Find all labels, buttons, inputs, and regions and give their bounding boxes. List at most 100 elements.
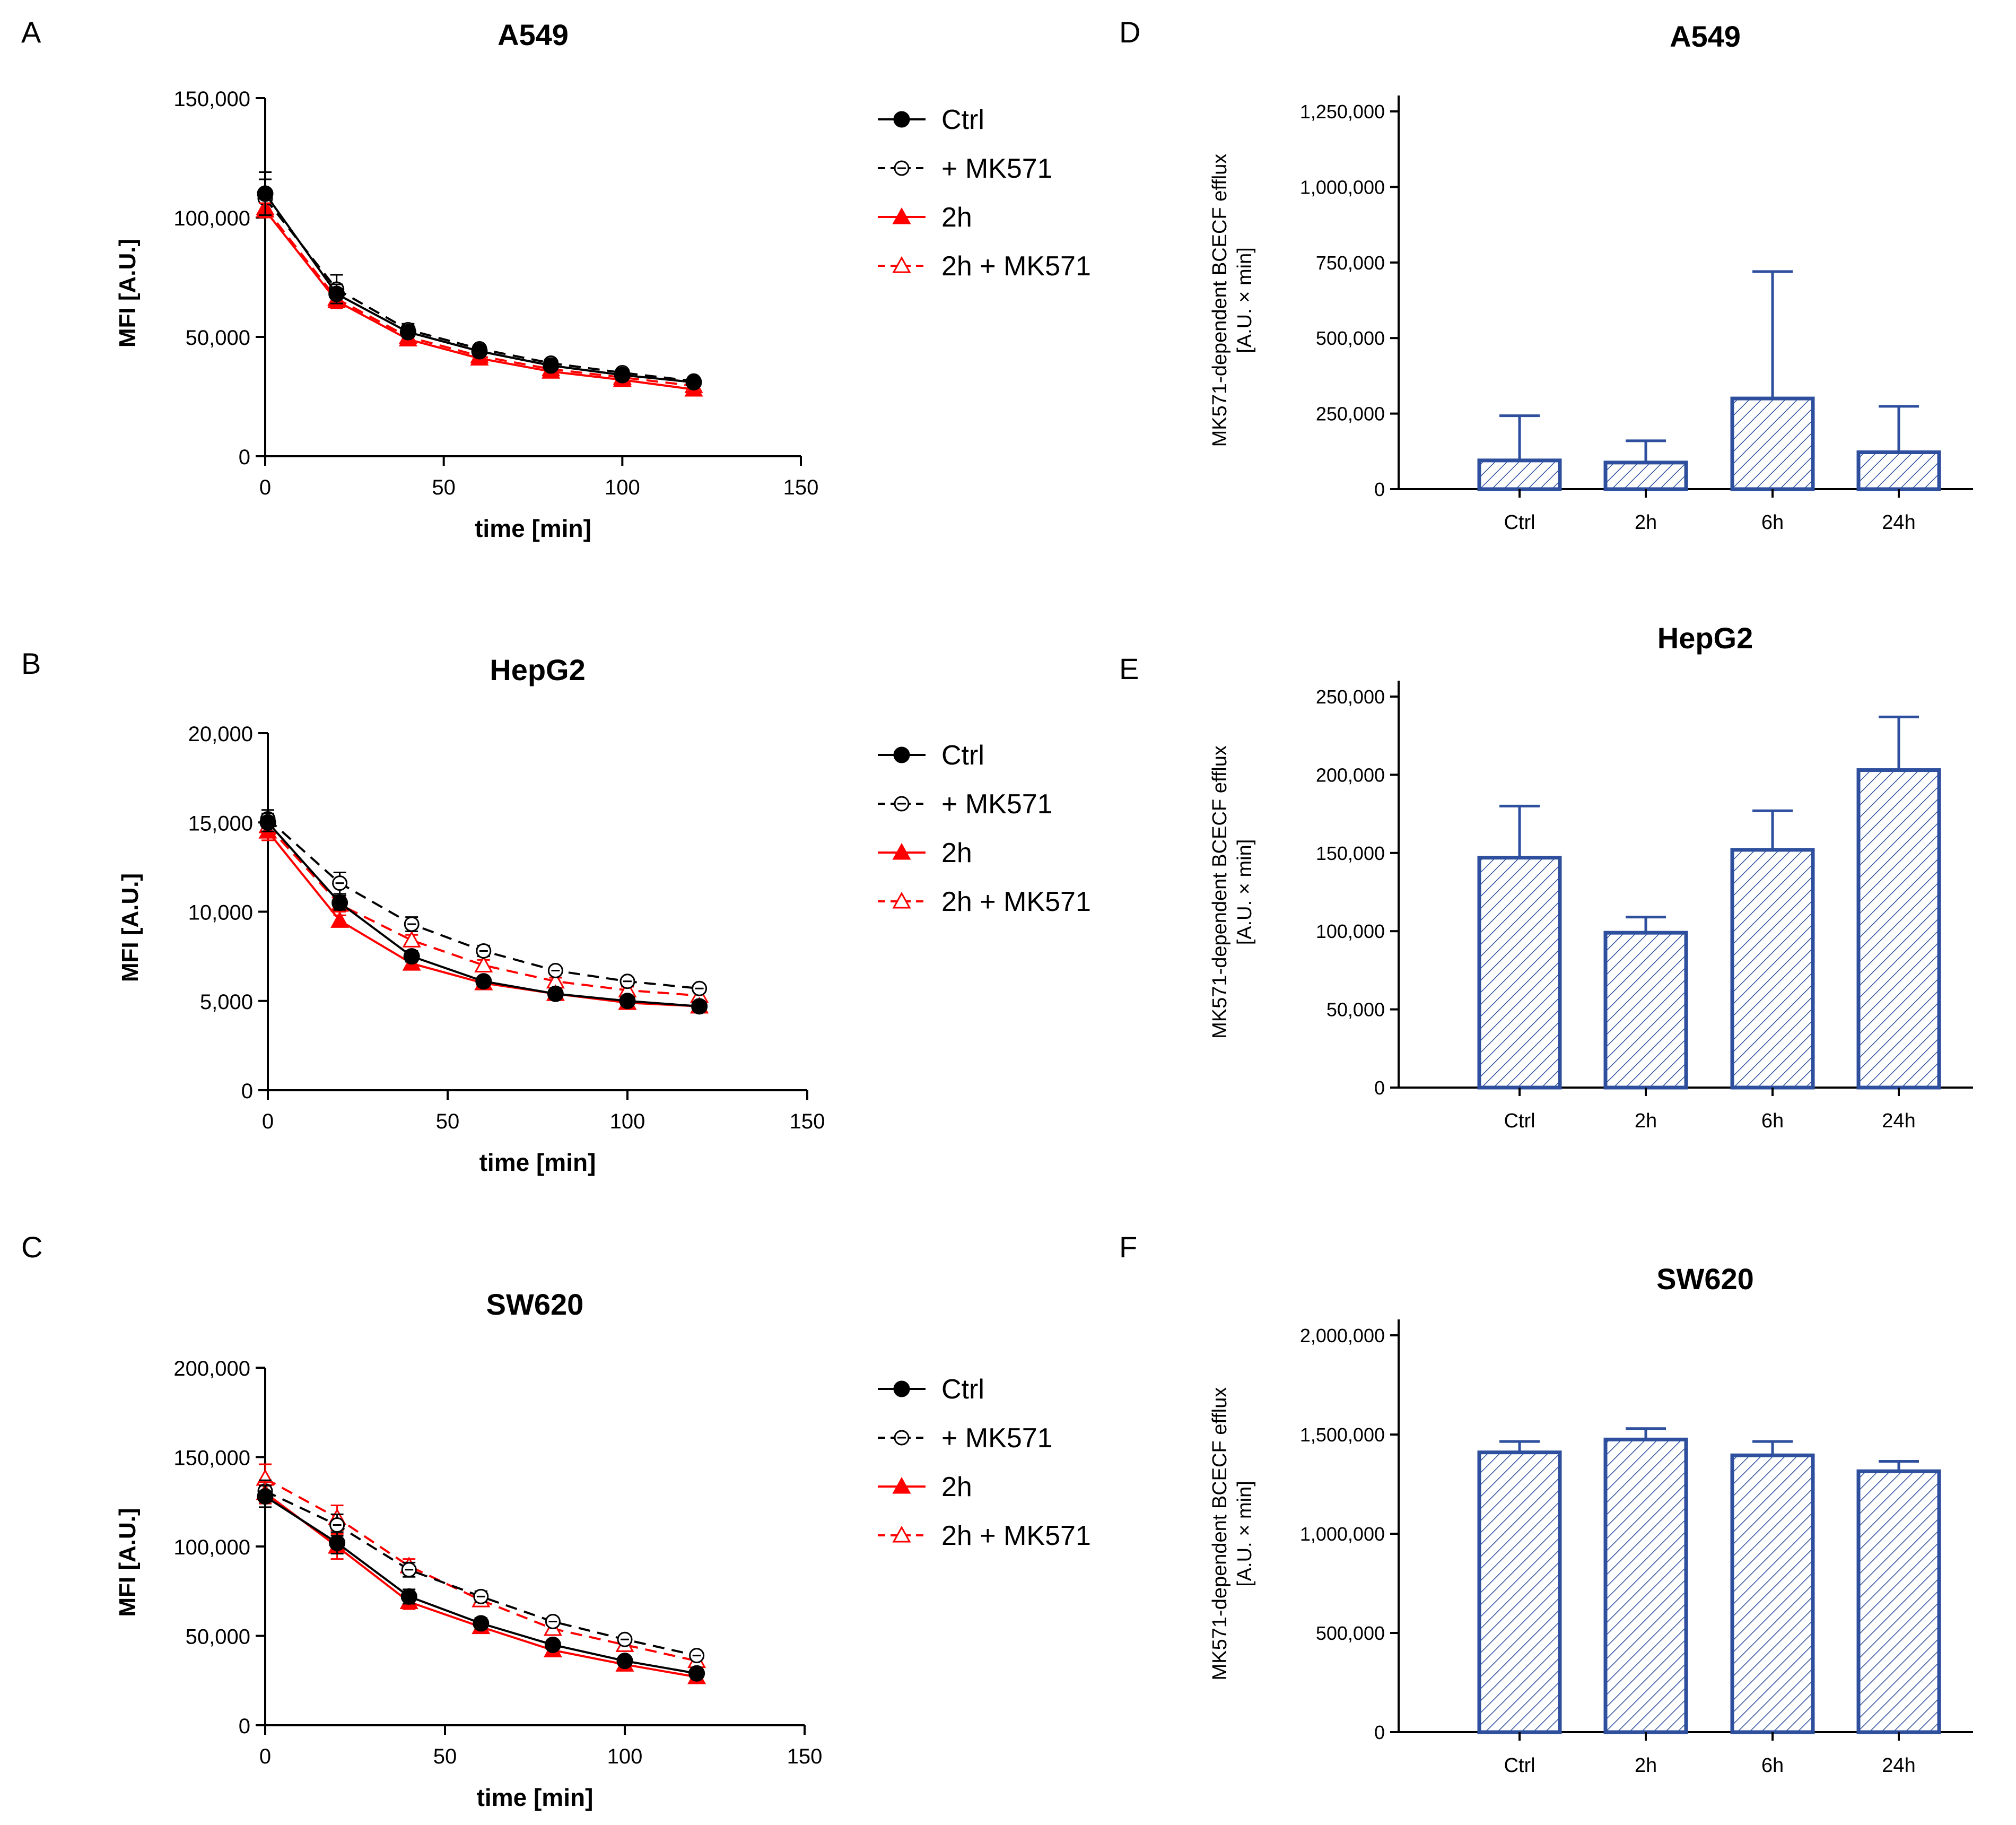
bar-6h	[1730, 1440, 1815, 1734]
bar-rect	[1603, 1437, 1688, 1734]
legend-marker	[892, 207, 911, 224]
y-axis-label: MK571-dependent BCECF efflux	[1209, 745, 1231, 1039]
legend-label: Ctrl	[941, 105, 984, 135]
bar-24h	[1856, 1459, 1941, 1734]
legend-marker	[892, 842, 911, 860]
data-point	[404, 916, 420, 932]
legend-item-2h: 2h	[878, 838, 972, 868]
legend: Ctrl + MK571 2h 2h + MK571	[878, 740, 1091, 917]
data-point	[402, 931, 421, 948]
data-point	[471, 343, 488, 360]
legend-item-ctrl: Ctrl	[878, 1374, 984, 1405]
y-tick-label: 15,000	[188, 812, 253, 835]
line-chart-a549: A549 0 50,000 100,000 150,000 0 50 100 150 time […	[115, 18, 1091, 542]
legend-item-ctrl: Ctrl	[878, 740, 984, 771]
legend-item-mk571: + MK571	[878, 153, 1053, 184]
x-tick-label: 50	[432, 476, 456, 499]
y-tick-label: 2,000,000	[1300, 1325, 1385, 1346]
y-axis-label: MFI [A.U.]	[115, 239, 141, 347]
y-tick-label: 500,000	[1316, 1622, 1385, 1644]
series-2h-mk571	[256, 1463, 706, 1668]
series-2h	[256, 1481, 706, 1684]
data-point	[474, 955, 493, 972]
bar-rect	[1477, 458, 1562, 491]
y-axis-label: MFI [A.U.]	[115, 1508, 141, 1617]
chart-title: SW620	[1656, 1262, 1754, 1296]
y-tick-label: 100,000	[1316, 920, 1385, 942]
x-tick-label: 24h	[1882, 511, 1915, 534]
data-point	[257, 1488, 274, 1505]
legend-label: Ctrl	[941, 1374, 984, 1405]
series-2h	[256, 201, 703, 397]
series-ctrl	[259, 812, 708, 1015]
legend-item-mk571: + MK571	[878, 789, 1053, 820]
y-tick-label: 0	[1374, 1722, 1385, 1743]
data-point	[688, 1665, 705, 1682]
legend-label: 2h + MK571	[941, 251, 1091, 282]
bar-rect	[1856, 768, 1941, 1090]
x-tick-label: 6h	[1761, 1754, 1784, 1777]
y-axis-unit-label: [A.U. × min]	[1234, 1481, 1256, 1587]
bar-ctrl	[1477, 414, 1562, 491]
legend-marker	[893, 1380, 910, 1397]
data-point	[545, 1614, 561, 1630]
data-point	[614, 367, 631, 384]
bar-2h	[1603, 1427, 1688, 1734]
data-point	[619, 974, 635, 989]
y-tick-label: 1,000,000	[1300, 1523, 1385, 1545]
data-point	[403, 948, 420, 965]
y-tick-label: 50,000	[186, 1626, 250, 1649]
legend-item-2h: 2h	[878, 1472, 972, 1502]
legend-label: + MK571	[941, 1423, 1053, 1454]
line-chart-sw620: SW620 0 50,000 100,000 150,000 200,000 0 50 100 1…	[115, 1288, 1091, 1811]
y-axis-label: MK571-dependent BCECF efflux	[1209, 1387, 1231, 1681]
data-point	[257, 185, 274, 202]
legend-item-2h-mk571: 2h + MK571	[878, 251, 1091, 282]
legend: Ctrl + MK571 2h 2h + MK571	[878, 1374, 1091, 1551]
panel-letter-c: C	[21, 1230, 42, 1264]
y-tick-label: 0	[239, 1715, 250, 1738]
y-tick-label: 150,000	[173, 1447, 250, 1470]
data-point	[619, 993, 636, 1010]
data-point	[543, 357, 560, 374]
y-tick-label: 1,250,000	[1300, 101, 1385, 123]
data-point	[691, 998, 708, 1015]
bar-2h	[1603, 916, 1688, 1090]
x-axis-label: time [min]	[479, 1149, 596, 1176]
legend-marker	[892, 891, 911, 909]
x-tick-label: 100	[610, 1110, 645, 1133]
y-tick-label: 150,000	[1316, 842, 1385, 864]
legend-item-mk571: + MK571	[878, 1423, 1053, 1454]
x-tick-label: 0	[262, 1110, 274, 1133]
panel-letter-b: B	[21, 647, 41, 680]
data-point	[544, 1636, 561, 1653]
legend-label: 2h	[941, 202, 972, 233]
legend-label: + MK571	[941, 789, 1053, 820]
x-tick-label: 100	[605, 476, 640, 499]
bar-rect	[1730, 396, 1815, 491]
bar-24h	[1856, 405, 1941, 491]
line-chart-hepg2: HepG2 0 5,000 10,000 15,000 20,000 0 50 100 150 ti…	[117, 653, 1091, 1176]
y-tick-label: 50,000	[1326, 999, 1385, 1021]
data-point	[259, 814, 276, 831]
legend: Ctrl + MK571 2h 2h + MK571	[878, 105, 1091, 282]
data-point	[331, 894, 348, 911]
x-tick-label: 2h	[1635, 1110, 1657, 1132]
chart-title: A549	[1670, 20, 1741, 53]
y-tick-label: 0	[241, 1080, 253, 1103]
chart-title: HepG2	[1657, 621, 1753, 655]
legend-marker	[893, 111, 910, 128]
data-point	[617, 1631, 633, 1647]
y-tick-label: 20,000	[188, 723, 253, 746]
panel-letter-e: E	[1119, 652, 1139, 685]
x-tick-label: 2h	[1635, 511, 1657, 534]
x-tick-label: 24h	[1882, 1754, 1915, 1777]
data-point	[329, 1517, 345, 1533]
data-point	[328, 285, 345, 302]
x-axis-label: time [min]	[475, 515, 591, 542]
data-point	[401, 1562, 417, 1578]
bar-rect	[1856, 1469, 1941, 1734]
x-tick-label: 24h	[1882, 1110, 1915, 1132]
y-tick-label: 500,000	[1316, 327, 1385, 349]
